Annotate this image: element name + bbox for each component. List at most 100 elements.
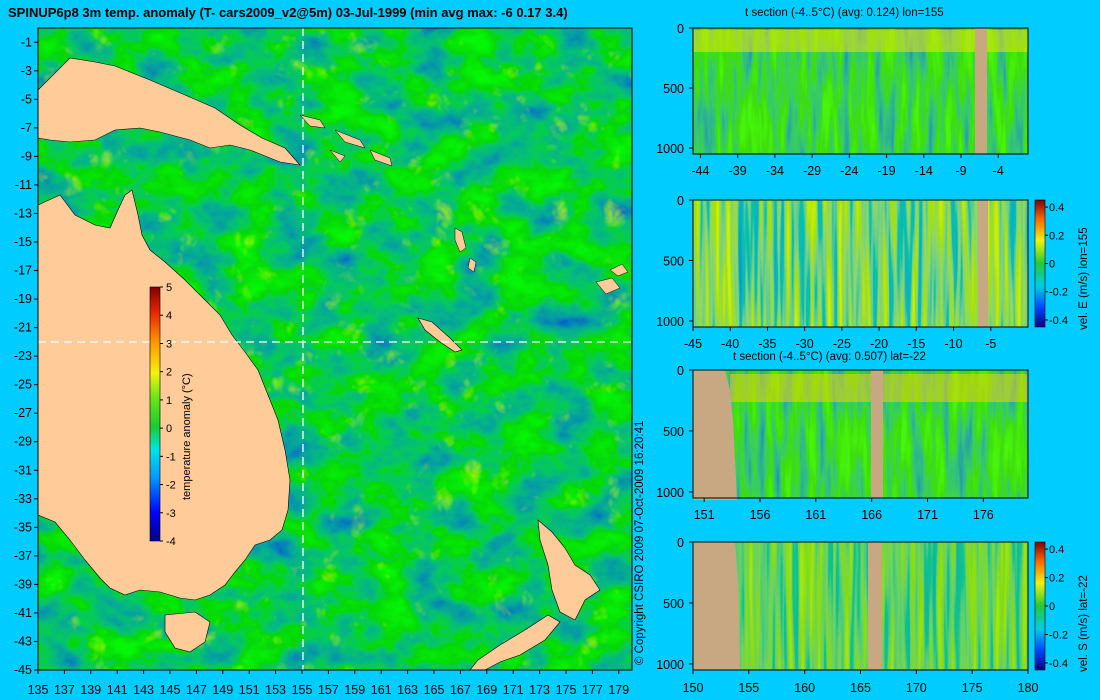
- panel1-x-tick-label: -34: [766, 164, 784, 178]
- map-y-tick-label: -15: [14, 235, 32, 249]
- map-x-tick-label: 163: [397, 683, 418, 697]
- map-x-tick-label: 147: [186, 683, 207, 697]
- map-x-tick-label: 167: [450, 683, 471, 697]
- map-x-tick-label: 159: [344, 683, 365, 697]
- map-y-tick-label: -17: [14, 264, 32, 278]
- map-colorbar: [149, 286, 161, 542]
- map-y-tick-label: -5: [21, 92, 32, 106]
- map-y-tick-label: -25: [14, 378, 32, 392]
- copyright-text: © Copyright CSIRO 2009 07-Oct-2009 16:20…: [634, 421, 646, 665]
- panel2-colorbar-tick-label: -0.4: [1049, 315, 1068, 327]
- panel2-x-tick-label: -35: [758, 337, 776, 351]
- panel2-x-tick-label: -40: [721, 337, 739, 351]
- panel4-texture: [693, 542, 1028, 670]
- map-x-tick-label: 177: [582, 683, 603, 697]
- panel2-frame: [692, 199, 1029, 328]
- panel4-y-tick-label: 1000: [656, 658, 684, 672]
- panel2-y-tick-label: 1000: [656, 315, 684, 329]
- panel3-x-tick-label: 176: [973, 508, 994, 522]
- panel1-y-tick-label: 1000: [656, 142, 684, 156]
- land-vanuatu: [454, 227, 477, 273]
- map-x-tick-label: 145: [160, 683, 181, 697]
- map-x-tick-label: 175: [556, 683, 577, 697]
- panel1-land: [975, 28, 987, 154]
- panel4-y-tick-label: 500: [663, 597, 684, 611]
- map-y-tick-label: -23: [14, 349, 32, 363]
- panel2-x-tick-label: -45: [684, 337, 702, 351]
- panel1-y-tick-label: 0: [677, 22, 684, 36]
- map-x-tick-label: 137: [54, 683, 75, 697]
- panel3-y-tick-label: 1000: [656, 486, 684, 500]
- map-y-tick-label: -43: [14, 634, 32, 648]
- land-new-guinea: [37, 57, 301, 166]
- map-x-tick-label: 157: [318, 683, 339, 697]
- map-y-tick-label: -11: [15, 178, 32, 192]
- panel2-y-tick-label: 0: [677, 194, 684, 208]
- panel3-x-tick-label: 156: [750, 508, 771, 522]
- map-y-tick-label: -45: [14, 663, 32, 677]
- panel1-frame: [692, 27, 1029, 155]
- map-y-tick-label: -41: [14, 606, 32, 620]
- panel4-colorbar-tick-label: -0.4: [1049, 658, 1068, 670]
- panel3-x-tick-label: 166: [861, 508, 882, 522]
- panel4-x-tick-label: 160: [794, 681, 815, 695]
- map-x-tick-label: 173: [529, 683, 550, 697]
- map-x-tick-label: 169: [476, 683, 497, 697]
- page-title: SPINUP6p8 3m temp. anomaly (T- cars2009_…: [8, 5, 568, 20]
- panel4-colorbar-tick-label: 0: [1049, 601, 1055, 613]
- panel2-x-tick-label: -5: [985, 337, 996, 351]
- panel4-colorbar: [1034, 541, 1046, 671]
- panel4-land-west: [693, 542, 740, 670]
- panel1-x-tick-label: -24: [840, 164, 858, 178]
- panel3-x-tick-label: 151: [694, 508, 715, 522]
- map-x-tick-label: 141: [107, 683, 128, 697]
- panel2-colorbar-tick-label: 0.4: [1049, 202, 1064, 214]
- map-colorbar-tick-label: 1: [166, 395, 172, 407]
- panel1-x-tick-label: -39: [729, 164, 747, 178]
- map-y-tick-label: -19: [14, 292, 32, 306]
- map-y-tick-label: -35: [14, 520, 32, 534]
- panel4-x-tick-label: 150: [683, 681, 704, 695]
- map-colorbar-tick-label: -3: [166, 508, 176, 520]
- panel2-x-tick-label: -25: [833, 337, 851, 351]
- map-y-tick-label: -27: [14, 406, 32, 420]
- map-x-tick-label: 139: [80, 683, 101, 697]
- panel2-x-tick-label: -30: [796, 337, 814, 351]
- map-x-tick-label: 149: [212, 683, 233, 697]
- panel3-land: [871, 370, 883, 498]
- land-tasmania: [164, 611, 211, 653]
- map-x-tick-label: 155: [292, 683, 313, 697]
- panel-title-t-section-lon: t section (-4..5°C) (avg: 0.124) lon=155: [745, 7, 944, 19]
- panel3-y-tick-label: 0: [677, 364, 684, 378]
- panel1-x-tick-label: -19: [878, 164, 896, 178]
- map-colorbar-tick-label: 5: [166, 282, 172, 294]
- map-y-tick-label: -1: [21, 35, 32, 49]
- panel2-colorbar-tick-label: 0: [1049, 259, 1055, 271]
- land-australia: [37, 189, 291, 601]
- panel2-colorbar-tick-label: 0.2: [1049, 230, 1064, 242]
- panel4-colorbar-label: vel. S (m/s) lat=-22: [1078, 575, 1090, 672]
- map-y-tick-label: -31: [14, 463, 32, 477]
- panel4-colorbar-tick-label: 0.2: [1049, 573, 1064, 585]
- panel2-colorbar-tick-label: -0.2: [1049, 287, 1068, 299]
- panel4-x-tick-label: 170: [906, 681, 927, 695]
- map-x-tick-label: 165: [424, 683, 445, 697]
- panel4-land: [868, 542, 882, 670]
- panel2-y-tick-label: 500: [663, 254, 684, 268]
- panel4-colorbar-tick-label: -0.2: [1049, 629, 1068, 641]
- panel1-x-tick-label: -4: [993, 164, 1004, 178]
- map-frame: [37, 27, 633, 671]
- panel4-x-tick-label: 155: [738, 681, 759, 695]
- map-y-tick-label: -7: [21, 121, 32, 135]
- panel1-x-tick-label: -9: [955, 164, 966, 178]
- map-colorbar-tick-label: 2: [166, 367, 172, 379]
- panel3-x-tick-label: 161: [805, 508, 826, 522]
- map-colorbar-tick-label: 3: [166, 338, 172, 350]
- map-y-tick-label: -3: [21, 64, 32, 78]
- panel2-colorbar-label: vel. E (m/s) lon=155: [1078, 227, 1090, 330]
- panel2-x-tick-label: -20: [870, 337, 888, 351]
- land-new-caledonia: [417, 317, 463, 353]
- map-colorbar-tick-label: 4: [166, 310, 172, 322]
- panel4-x-tick-label: 175: [962, 681, 983, 695]
- map-x-tick-label: 143: [133, 683, 154, 697]
